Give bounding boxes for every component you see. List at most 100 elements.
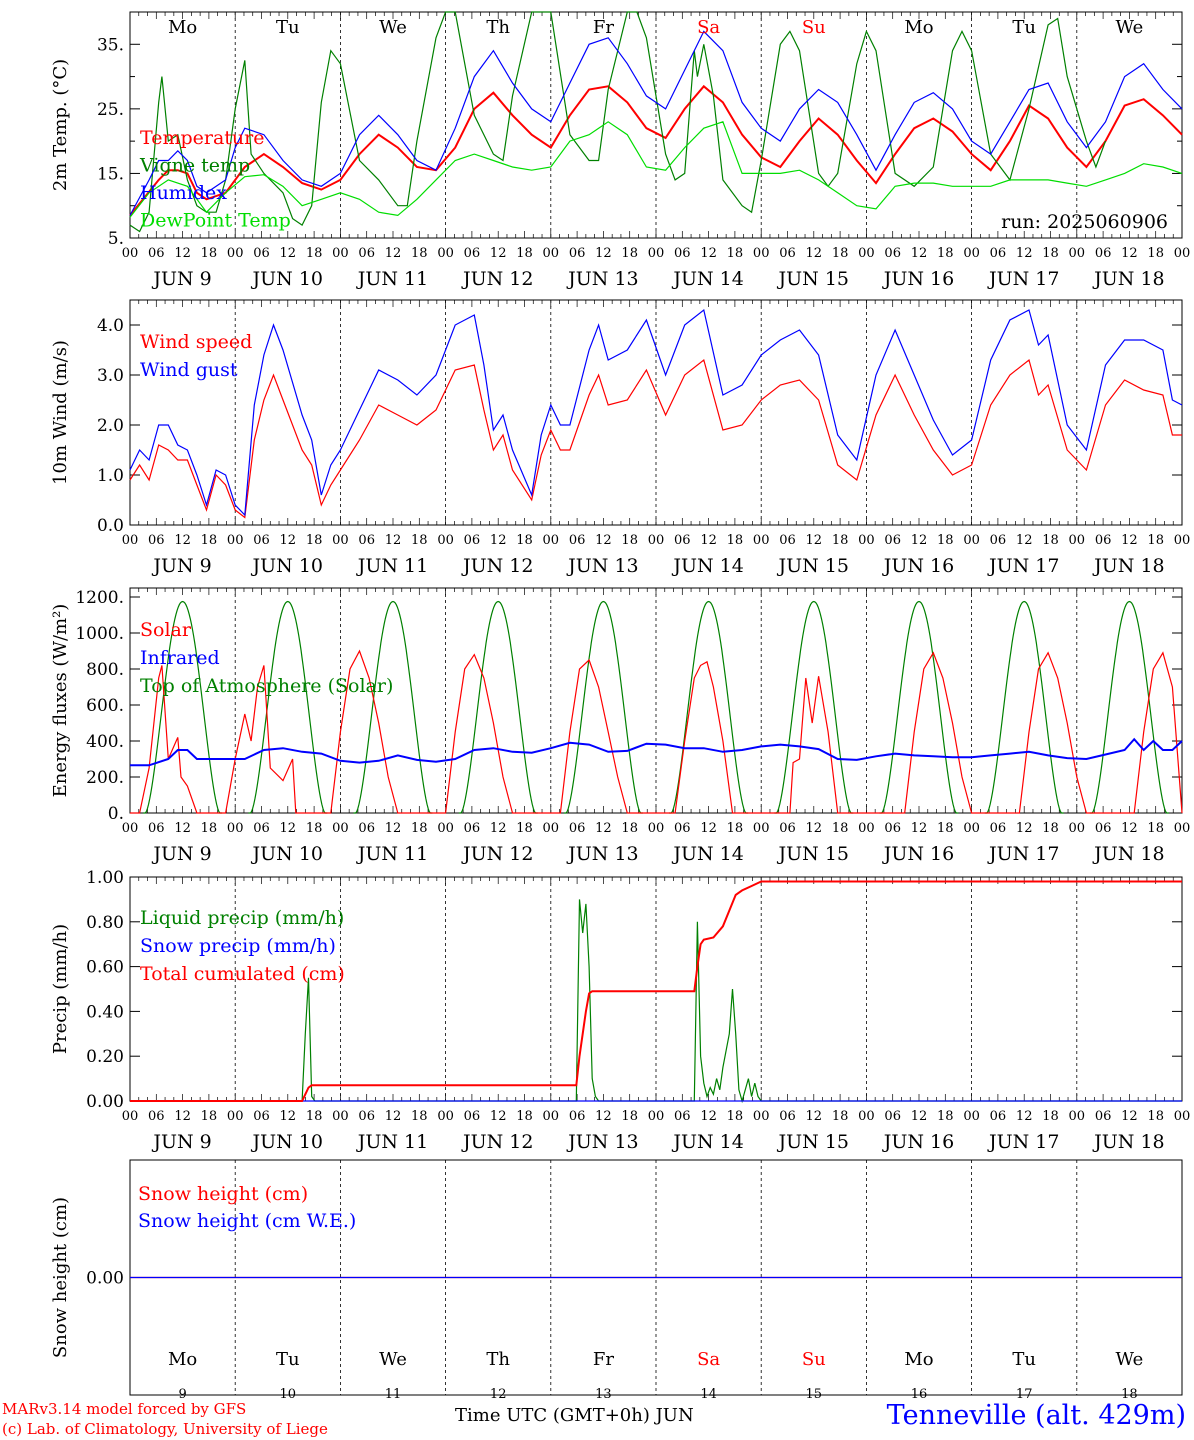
x-hour-label: 00 bbox=[858, 246, 875, 261]
x-hour-label: 00 bbox=[332, 821, 349, 836]
day-of-week-label: Tu bbox=[276, 17, 300, 38]
day-number-label: 9 bbox=[178, 1387, 186, 1402]
x-hour-label: 18 bbox=[1042, 1109, 1059, 1124]
x-date-label: JUN 15 bbox=[777, 268, 849, 290]
series-humidex bbox=[129, 30, 1183, 216]
day-number-label: 13 bbox=[595, 1387, 612, 1402]
series-solar bbox=[130, 649, 1183, 814]
x-date-label: JUN 10 bbox=[251, 843, 323, 865]
x-hour-label: 00 bbox=[963, 821, 980, 836]
x-date-label: JUN 16 bbox=[882, 843, 954, 865]
x-hour-label: 06 bbox=[674, 821, 691, 836]
x-hour-label: 12 bbox=[806, 821, 823, 836]
day-number-label: 10 bbox=[280, 1387, 297, 1402]
y-tick-label: 0.20 bbox=[86, 1047, 124, 1067]
x-hour-label: 00 bbox=[963, 246, 980, 261]
x-hour-label: 06 bbox=[884, 533, 901, 548]
day-of-week-label: Fr bbox=[593, 1349, 614, 1370]
day-number-label: 11 bbox=[385, 1387, 402, 1402]
x-date-label: JUN 12 bbox=[461, 1131, 533, 1153]
x-hour-label: 18 bbox=[306, 821, 323, 836]
y-tick-label: 25. bbox=[97, 100, 124, 120]
x-hour-label: 18 bbox=[937, 246, 954, 261]
x-hour-label: 12 bbox=[174, 1109, 191, 1124]
x-hour-label: 18 bbox=[411, 533, 428, 548]
y-tick-label: 0.60 bbox=[86, 958, 124, 978]
x-date-label: JUN 18 bbox=[1092, 268, 1164, 290]
x-hour-label: 00 bbox=[1174, 1109, 1191, 1124]
x-hour-label: 12 bbox=[174, 533, 191, 548]
x-hour-label: 18 bbox=[727, 1109, 744, 1124]
x-hour-label: 06 bbox=[884, 821, 901, 836]
x-hour-label: 18 bbox=[1147, 533, 1164, 548]
x-hour-label: 12 bbox=[1016, 533, 1033, 548]
x-hour-label: 00 bbox=[753, 533, 770, 548]
x-hour-label: 06 bbox=[358, 821, 375, 836]
day-number-label: 12 bbox=[490, 1387, 507, 1402]
x-date-label: JUN 16 bbox=[882, 555, 954, 577]
x-hour-label: 18 bbox=[727, 533, 744, 548]
x-hour-label: 18 bbox=[516, 246, 533, 261]
x-hour-label: 06 bbox=[779, 246, 796, 261]
x-date-label: JUN 14 bbox=[671, 555, 743, 577]
x-hour-label: 12 bbox=[490, 821, 507, 836]
x-date-label: JUN 10 bbox=[251, 555, 323, 577]
x-hour-label: 12 bbox=[490, 1109, 507, 1124]
y-tick-label: 800. bbox=[86, 660, 124, 680]
x-date-label: JUN 15 bbox=[777, 843, 849, 865]
x-hour-label: 12 bbox=[280, 1109, 297, 1124]
x-hour-label: 06 bbox=[464, 821, 481, 836]
x-hour-label: 00 bbox=[227, 821, 244, 836]
x-hour-label: 12 bbox=[1016, 1109, 1033, 1124]
x-hour-label: 06 bbox=[884, 246, 901, 261]
x-date-label: JUN 12 bbox=[461, 843, 533, 865]
x-date-label: JUN 11 bbox=[356, 1131, 428, 1153]
x-hour-label: 18 bbox=[201, 533, 218, 548]
x-date-label: JUN 14 bbox=[671, 268, 743, 290]
x-hour-label: 06 bbox=[569, 821, 586, 836]
x-hour-label: 00 bbox=[753, 1109, 770, 1124]
y-tick-label: 200. bbox=[86, 768, 124, 788]
x-hour-label: 06 bbox=[464, 246, 481, 261]
x-date-label: JUN 17 bbox=[987, 843, 1059, 865]
x-hour-label: 00 bbox=[1069, 821, 1086, 836]
toa-solar-line bbox=[143, 600, 1169, 814]
day-of-week-label: Tu bbox=[276, 1349, 300, 1370]
y-axis-label: Snow height (cm) bbox=[50, 1197, 71, 1358]
x-hour-label: 12 bbox=[595, 246, 612, 261]
x-hour-label: 12 bbox=[490, 533, 507, 548]
run-label: run: 2025060906 bbox=[1001, 211, 1168, 233]
x-hour-label: 00 bbox=[332, 1109, 349, 1124]
day-of-week-label: Su bbox=[802, 1349, 826, 1370]
legend-entry: Solar bbox=[140, 619, 192, 641]
x-hour-label: 06 bbox=[674, 246, 691, 261]
x-hour-label: 18 bbox=[621, 246, 638, 261]
legend-entry: Snow height (cm) bbox=[138, 1183, 308, 1205]
y-tick-label: 35. bbox=[97, 35, 124, 55]
series-dewpoint-temp bbox=[129, 121, 1183, 218]
x-hour-label: 18 bbox=[727, 246, 744, 261]
x-hour-label: 06 bbox=[779, 533, 796, 548]
x-hour-label: 12 bbox=[280, 821, 297, 836]
x-hour-label: 18 bbox=[201, 1109, 218, 1124]
legend-entry: Wind speed bbox=[140, 331, 252, 353]
day-number-label: 17 bbox=[1016, 1387, 1033, 1402]
day-of-week-label: Fr bbox=[593, 17, 614, 38]
x-date-label: JUN 9 bbox=[151, 555, 211, 577]
x-hour-label: 18 bbox=[937, 1109, 954, 1124]
x-hour-label: 18 bbox=[201, 821, 218, 836]
x-hour-label: 12 bbox=[806, 533, 823, 548]
x-hour-label: 06 bbox=[1095, 533, 1112, 548]
x-hour-label: 00 bbox=[1069, 246, 1086, 261]
x-hour-label: 06 bbox=[1095, 1109, 1112, 1124]
x-hour-label: 06 bbox=[674, 1109, 691, 1124]
y-tick-label: 1.00 bbox=[86, 868, 124, 888]
y-tick-label: 2.0 bbox=[97, 416, 124, 436]
day-of-week-label: Sa bbox=[697, 17, 720, 38]
y-axis-label: 2m Temp. (°C) bbox=[50, 59, 71, 191]
x-hour-label: 12 bbox=[1121, 821, 1138, 836]
legend-entry: Total cumulated (cm) bbox=[140, 963, 345, 985]
x-hour-label: 00 bbox=[122, 821, 139, 836]
x-hour-label: 18 bbox=[411, 1109, 428, 1124]
x-hour-label: 18 bbox=[727, 821, 744, 836]
